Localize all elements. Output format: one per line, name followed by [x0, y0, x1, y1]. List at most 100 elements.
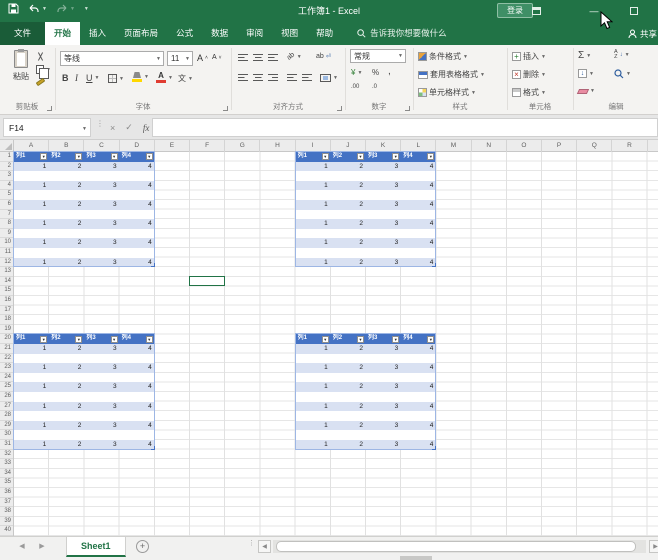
table-cell[interactable]	[330, 411, 366, 421]
table-header-cell[interactable]: 列2 ▼	[49, 334, 85, 344]
table-cell[interactable]: 2	[49, 363, 85, 373]
row-header-15[interactable]: 15	[0, 286, 13, 296]
sheet-nav-prev-icon[interactable]: ◀	[19, 543, 25, 550]
formula-bar-splitter[interactable]: ⋮	[96, 119, 104, 128]
column-header-K[interactable]: K	[366, 140, 402, 152]
align-right-button[interactable]	[268, 74, 278, 81]
font-dialog-launcher[interactable]	[223, 106, 228, 111]
hscroll-left-icon[interactable]: ◀	[258, 540, 271, 553]
table-cell[interactable]	[49, 228, 85, 239]
row-header-30[interactable]: 30	[0, 430, 13, 440]
table-cell[interactable]	[84, 248, 120, 258]
table-cell[interactable]	[295, 190, 331, 200]
tab-help[interactable]: 帮助	[316, 28, 334, 38]
table-cell[interactable]	[84, 430, 120, 440]
font-size-combo[interactable]: 11 ▼	[167, 51, 193, 66]
table-cell[interactable]	[84, 190, 120, 200]
table-cell[interactable]: 3	[84, 420, 120, 431]
table-cell[interactable]	[14, 392, 50, 402]
table-cell[interactable]	[14, 209, 50, 220]
table-cell[interactable]: 3	[84, 363, 120, 373]
table-header-cell[interactable]: 列4 ▼	[401, 334, 437, 344]
table-cell[interactable]	[401, 411, 437, 421]
worksheet-grid[interactable]: ABCDEFGHIJKLMNOPQRS 12345678910111213141…	[0, 140, 658, 536]
table-cell[interactable]	[14, 411, 50, 421]
table-cell[interactable]: 3	[366, 257, 402, 268]
table-cell[interactable]: 4	[401, 420, 437, 431]
table-cell[interactable]: 4	[401, 161, 437, 172]
table-cell[interactable]: 3	[84, 219, 120, 229]
table-cell[interactable]: 2	[49, 420, 85, 431]
table-cell[interactable]: 2	[49, 200, 85, 210]
column-header-G[interactable]: G	[225, 140, 261, 152]
filter-dropdown-icon[interactable]: ▼	[145, 153, 153, 161]
row-header-14[interactable]: 14	[0, 277, 13, 287]
table-cell[interactable]: 1	[295, 344, 331, 354]
table-cell[interactable]: 3	[366, 180, 402, 191]
table-cell[interactable]: 2	[330, 161, 366, 172]
table-header-cell[interactable]: 列3 ▼	[366, 334, 402, 344]
copy-button[interactable]: ▼	[36, 65, 51, 79]
filter-dropdown-icon[interactable]: ▼	[110, 335, 118, 343]
table-cell[interactable]: 3	[366, 161, 402, 172]
table-cell[interactable]: 3	[366, 344, 402, 354]
table-header-cell[interactable]: 列3 ▼	[84, 152, 120, 162]
table-cell[interactable]	[49, 430, 85, 440]
cell-styles-button[interactable]: 单元格样式 ▼	[418, 87, 476, 98]
table-cell[interactable]: 4	[119, 344, 155, 354]
table-header-cell[interactable]: 列2 ▼	[330, 152, 366, 162]
table-cell[interactable]	[366, 209, 402, 220]
table-cell[interactable]: 3	[84, 238, 120, 248]
table-cell[interactable]	[330, 248, 366, 258]
table-cell[interactable]	[119, 171, 155, 181]
table-cell[interactable]	[14, 353, 50, 364]
tell-me-search[interactable]: 告诉我你想要做什么	[348, 22, 456, 45]
table-cell[interactable]: 2	[330, 440, 366, 450]
align-left-button[interactable]	[238, 74, 248, 81]
fill-button[interactable]: ↓ ▼	[578, 69, 594, 78]
tab-home[interactable]: 开始	[45, 22, 81, 45]
table-cell[interactable]: 2	[330, 180, 366, 191]
table-cell[interactable]	[401, 248, 437, 258]
table-cell[interactable]: 1	[14, 382, 50, 392]
table-cell[interactable]	[49, 353, 85, 364]
filter-dropdown-icon[interactable]: ▼	[427, 335, 435, 343]
row-header-3[interactable]: 3	[0, 171, 13, 181]
table-header-cell[interactable]: 列3 ▼	[366, 152, 402, 162]
table-cell[interactable]	[295, 209, 331, 220]
table-cell[interactable]	[330, 171, 366, 181]
column-header-M[interactable]: M	[436, 140, 472, 152]
table-cell[interactable]	[14, 248, 50, 258]
table-cell[interactable]: 3	[84, 200, 120, 210]
table-cell[interactable]: 1	[295, 180, 331, 191]
row-header-6[interactable]: 6	[0, 200, 13, 210]
tab-insert[interactable]: 插入	[89, 28, 107, 38]
tab-file[interactable]: 文件	[0, 22, 46, 45]
table-cell[interactable]: 2	[330, 257, 366, 268]
table-cell[interactable]	[49, 248, 85, 258]
row-header-18[interactable]: 18	[0, 315, 13, 325]
table-header-cell[interactable]: 列1 ▼	[14, 334, 50, 344]
redo-dropdown-icon[interactable]: ▼	[69, 5, 75, 12]
new-sheet-icon[interactable]: +	[136, 540, 149, 553]
table-cell[interactable]	[295, 228, 331, 239]
table-cell[interactable]: 4	[401, 363, 437, 373]
row-header-8[interactable]: 8	[0, 219, 13, 229]
table-cell[interactable]	[84, 392, 120, 402]
row-header-37[interactable]: 37	[0, 498, 13, 508]
table-cell[interactable]	[401, 171, 437, 181]
table-cell[interactable]	[84, 228, 120, 239]
table-cell[interactable]: 4	[401, 238, 437, 248]
table-cell[interactable]: 1	[295, 401, 331, 412]
filter-dropdown-icon[interactable]: ▼	[321, 153, 329, 161]
row-header-17[interactable]: 17	[0, 306, 13, 316]
row-header-19[interactable]: 19	[0, 325, 13, 335]
table-cell[interactable]: 4	[401, 344, 437, 354]
filter-dropdown-icon[interactable]: ▼	[356, 153, 364, 161]
row-header-20[interactable]: 20	[0, 334, 13, 344]
row-header-16[interactable]: 16	[0, 296, 13, 306]
select-all-corner[interactable]	[0, 140, 14, 152]
filter-dropdown-icon[interactable]: ▼	[75, 153, 83, 161]
table-cell[interactable]	[84, 353, 120, 364]
sheet-tab-sheet1[interactable]: Sheet1	[66, 537, 126, 557]
